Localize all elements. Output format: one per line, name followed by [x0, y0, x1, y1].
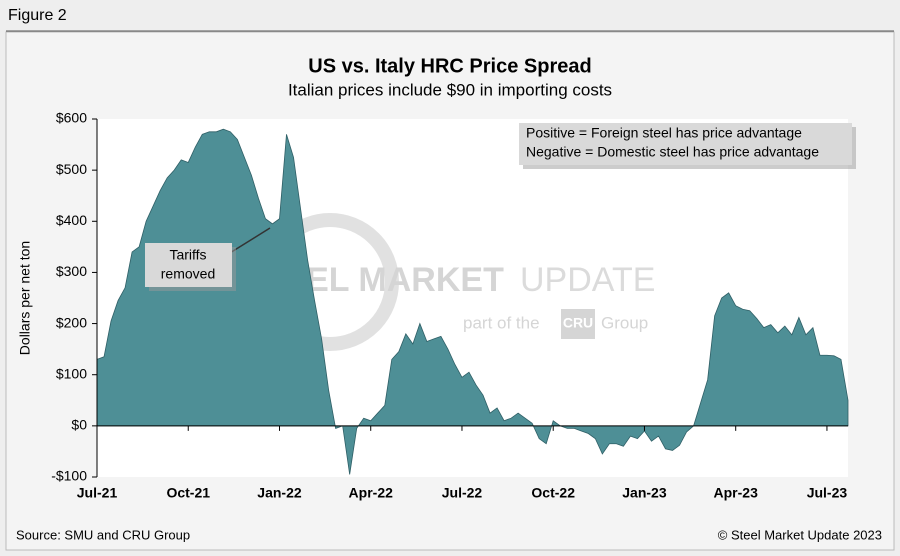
x-tick-label: Jan-23: [622, 485, 667, 501]
legend-note: Negative = Domestic steel has price adva…: [526, 144, 819, 160]
source: Source: SMU and CRU Group: [16, 527, 190, 542]
x-tick-label: Apr-23: [714, 485, 759, 501]
x-tick-label: Jul-21: [77, 485, 118, 501]
annotation: Tariffs: [169, 247, 206, 263]
x-tick-label: Apr-22: [349, 485, 394, 501]
y-tick-label: $400: [56, 212, 87, 228]
x-tick-label: Oct-21: [166, 485, 210, 501]
area: [96, 128, 849, 475]
watermark-brand-light: UPDATE: [520, 261, 655, 299]
watermark-logo-text: CRU: [563, 315, 593, 331]
annotation-box: [145, 243, 232, 287]
watermark-tagline: part of the: [463, 313, 540, 332]
y-tick-label: $500: [56, 161, 87, 177]
y-tick-label: $100: [56, 365, 87, 381]
watermark-group: Group: [601, 313, 648, 332]
y-axis-label: Dollars per net ton: [17, 241, 33, 355]
legend-box: [519, 123, 852, 165]
annotation: removed: [161, 266, 215, 282]
plot: -$100 $0 $100 $200 $300 $400 $500 $600 Jul-21 Oct…: [51, 110, 849, 501]
y-tick-label: $300: [56, 263, 87, 279]
x-tick-label: Oct-22: [531, 485, 575, 501]
y-tick-label: $0: [71, 417, 87, 433]
copyright: © Steel Market Update 2023: [718, 527, 882, 542]
y-tick-label: -$100: [51, 468, 87, 484]
chart-title: US vs. Italy HRC Price Spread: [308, 55, 591, 77]
x-tick-label: Jul-22: [442, 485, 483, 501]
figure-label: Figure 2: [8, 7, 67, 24]
y-tick-label: $200: [56, 314, 87, 330]
watermark-logo-box: [561, 309, 595, 339]
chart-subtitle: Italian prices include $90 in importing …: [288, 80, 612, 99]
x-tick-label: Jul-23: [807, 485, 848, 501]
y-tick-label: $600: [56, 110, 87, 126]
x-tick-label: Jan-22: [257, 485, 302, 501]
legend-note: Positive = Foreign steel has price advan…: [526, 125, 802, 141]
